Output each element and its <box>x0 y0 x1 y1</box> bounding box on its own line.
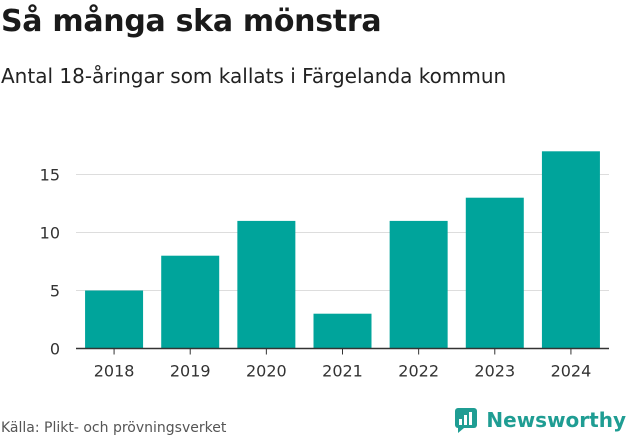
newsworthy-logo-icon <box>455 408 478 433</box>
bar-2021[interactable] <box>313 313 372 349</box>
x-tick-label: 2018 <box>94 362 135 381</box>
bar-2023[interactable] <box>465 197 524 349</box>
y-tick-label: 10 <box>40 224 60 243</box>
chart-title: Så många ska mönstra <box>1 4 382 39</box>
y-tick-label: 0 <box>50 340 60 359</box>
x-tick-label: 2020 <box>246 362 287 381</box>
bar-2020[interactable] <box>237 220 296 349</box>
x-tick-label: 2023 <box>474 362 515 381</box>
x-tick-label: 2024 <box>551 362 592 381</box>
y-tick-label: 15 <box>40 166 60 185</box>
bar-2022[interactable] <box>389 220 448 349</box>
x-tick-label: 2021 <box>322 362 363 381</box>
bar-2019[interactable] <box>161 255 220 349</box>
chart-subtitle: Antal 18-åringar som kallats i Färgeland… <box>1 64 507 88</box>
brand-logo[interactable]: Newsworthy <box>454 407 626 433</box>
source-note: Källa: Plikt- och prövningsverket <box>1 420 227 436</box>
x-tick-label: 2019 <box>170 362 211 381</box>
bar-2018[interactable] <box>85 290 144 349</box>
x-tick-label: 2022 <box>398 362 439 381</box>
brand-name: Newsworthy <box>486 408 626 432</box>
bar-chart: 0 5 10 15 2018 2019 2020 2021 2022 2023 2024 <box>40 151 609 381</box>
y-tick-label: 5 <box>50 282 60 301</box>
bar-2024[interactable] <box>541 151 600 349</box>
